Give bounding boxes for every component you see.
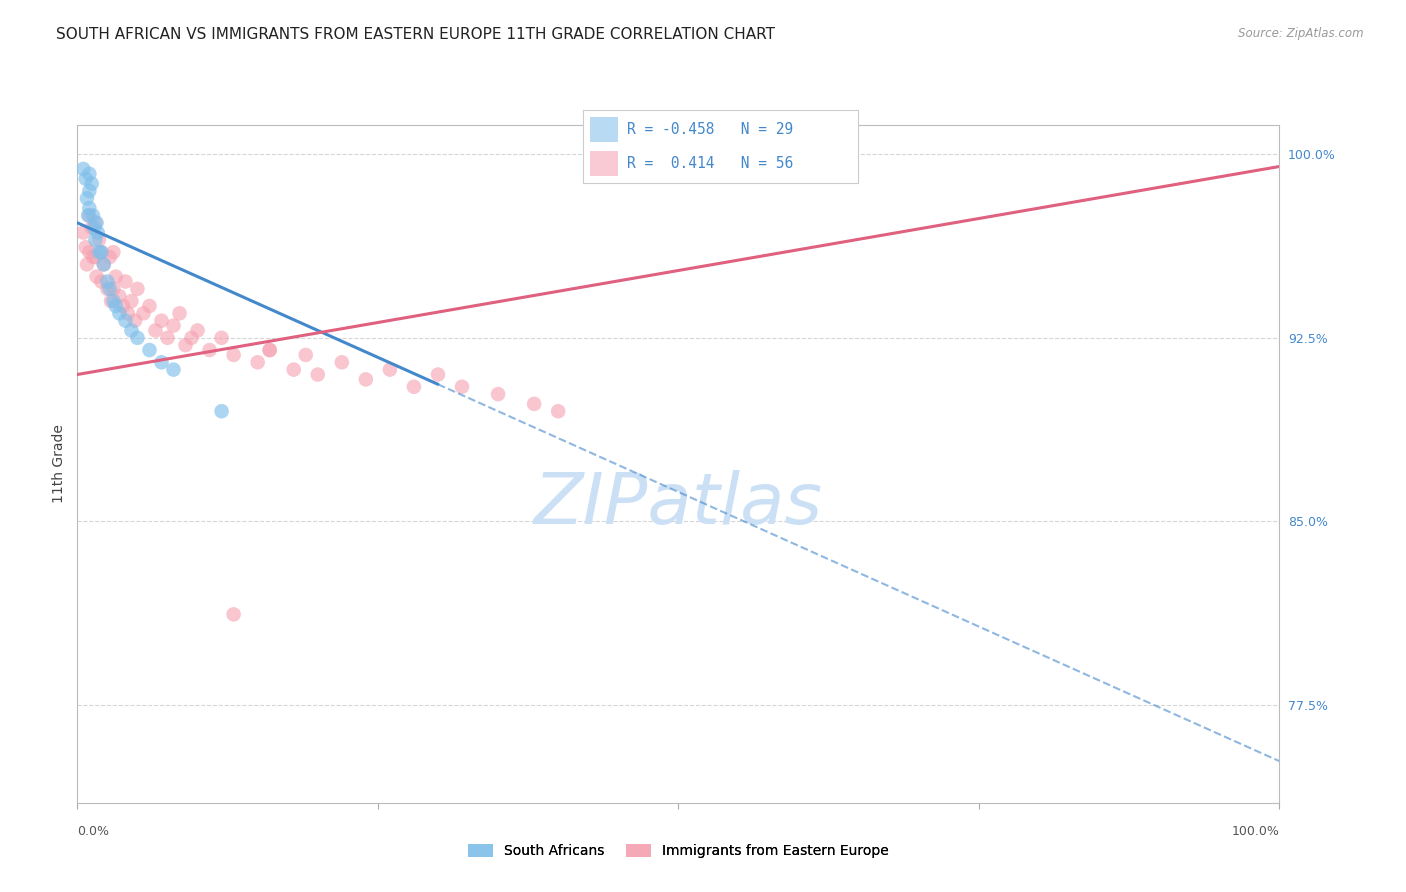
- Text: R =  0.414   N = 56: R = 0.414 N = 56: [627, 155, 793, 170]
- Point: [259, 343, 281, 357]
- Point: [354, 372, 377, 386]
- Point: [114, 275, 136, 289]
- Point: [330, 355, 353, 369]
- Point: [79, 167, 101, 181]
- Point: [79, 201, 101, 215]
- Point: [222, 348, 245, 362]
- Point: [77, 209, 100, 223]
- Bar: [591, 151, 617, 176]
- Text: Source: ZipAtlas.com: Source: ZipAtlas.com: [1239, 27, 1364, 40]
- Point: [104, 299, 127, 313]
- Point: [283, 362, 305, 376]
- Point: [84, 216, 107, 230]
- Point: [96, 275, 118, 289]
- Point: [427, 368, 450, 382]
- Point: [86, 216, 108, 230]
- Point: [80, 177, 103, 191]
- Bar: [591, 117, 617, 142]
- Point: [174, 338, 197, 352]
- Point: [90, 275, 112, 289]
- Point: [211, 404, 233, 418]
- Point: [120, 323, 142, 337]
- Point: [132, 306, 155, 320]
- Point: [86, 269, 108, 284]
- Point: [486, 387, 509, 401]
- Point: [259, 343, 281, 357]
- Text: R = -0.458   N = 29: R = -0.458 N = 29: [627, 122, 793, 137]
- Point: [82, 209, 104, 223]
- Point: [79, 245, 101, 260]
- Point: [668, 822, 690, 837]
- Point: [98, 282, 121, 296]
- Point: [547, 404, 569, 418]
- Point: [82, 250, 104, 264]
- Point: [246, 355, 269, 369]
- Point: [87, 245, 110, 260]
- Point: [100, 294, 122, 309]
- Y-axis label: 11th Grade: 11th Grade: [52, 425, 66, 503]
- Point: [211, 331, 233, 345]
- Point: [111, 299, 134, 313]
- Point: [90, 245, 112, 260]
- Text: ZIPatlas: ZIPatlas: [534, 470, 823, 539]
- Point: [169, 306, 191, 320]
- Point: [98, 250, 121, 264]
- Point: [117, 306, 139, 320]
- Legend: South Africans, Immigrants from Eastern Europe: South Africans, Immigrants from Eastern …: [463, 838, 894, 863]
- Point: [72, 161, 94, 176]
- Point: [162, 318, 184, 333]
- Point: [156, 331, 179, 345]
- Point: [127, 282, 149, 296]
- Point: [451, 380, 474, 394]
- Point: [162, 362, 184, 376]
- Point: [84, 233, 107, 247]
- Point: [150, 355, 173, 369]
- Point: [108, 289, 131, 303]
- Point: [108, 306, 131, 320]
- Point: [104, 269, 127, 284]
- Point: [80, 220, 103, 235]
- Point: [93, 257, 115, 271]
- Point: [103, 282, 125, 296]
- Point: [79, 209, 101, 223]
- Point: [222, 607, 245, 622]
- Point: [84, 250, 107, 264]
- Point: [87, 226, 110, 240]
- Point: [96, 282, 118, 296]
- Point: [120, 294, 142, 309]
- Text: 0.0%: 0.0%: [77, 825, 110, 838]
- Point: [76, 191, 98, 205]
- Point: [103, 245, 125, 260]
- Point: [523, 397, 546, 411]
- Point: [83, 220, 105, 235]
- Point: [138, 343, 160, 357]
- Point: [150, 313, 173, 327]
- Text: 100.0%: 100.0%: [1232, 825, 1279, 838]
- Point: [114, 313, 136, 327]
- Point: [127, 331, 149, 345]
- Point: [307, 368, 329, 382]
- Point: [402, 380, 425, 394]
- Text: SOUTH AFRICAN VS IMMIGRANTS FROM EASTERN EUROPE 11TH GRADE CORRELATION CHART: SOUTH AFRICAN VS IMMIGRANTS FROM EASTERN…: [56, 27, 775, 42]
- Point: [93, 257, 115, 271]
- Point: [75, 171, 97, 186]
- Point: [87, 233, 110, 247]
- Point: [294, 348, 316, 362]
- Point: [145, 323, 167, 337]
- Point: [124, 313, 146, 327]
- Point: [90, 245, 112, 260]
- Point: [103, 294, 125, 309]
- Point: [79, 184, 101, 198]
- Point: [180, 331, 202, 345]
- Point: [76, 257, 98, 271]
- Point: [187, 323, 209, 337]
- Point: [72, 226, 94, 240]
- Point: [138, 299, 160, 313]
- Point: [198, 343, 221, 357]
- Point: [378, 362, 401, 376]
- Point: [75, 240, 97, 254]
